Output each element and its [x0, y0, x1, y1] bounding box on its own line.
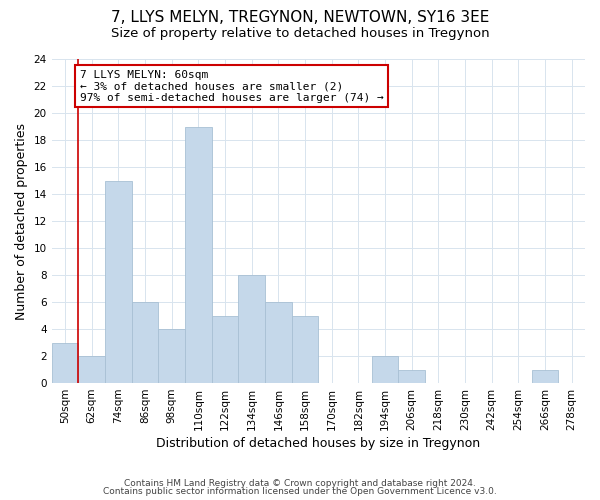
Bar: [292, 316, 319, 383]
Bar: [105, 180, 131, 383]
Text: Contains HM Land Registry data © Crown copyright and database right 2024.: Contains HM Land Registry data © Crown c…: [124, 478, 476, 488]
Bar: [79, 356, 105, 383]
Text: 7 LLYS MELYN: 60sqm
← 3% of detached houses are smaller (2)
97% of semi-detached: 7 LLYS MELYN: 60sqm ← 3% of detached hou…: [80, 70, 383, 103]
Bar: [371, 356, 398, 383]
Bar: [265, 302, 292, 383]
Bar: [131, 302, 158, 383]
Text: 7, LLYS MELYN, TREGYNON, NEWTOWN, SY16 3EE: 7, LLYS MELYN, TREGYNON, NEWTOWN, SY16 3…: [111, 10, 489, 25]
Bar: [158, 329, 185, 383]
Text: Size of property relative to detached houses in Tregynon: Size of property relative to detached ho…: [110, 28, 490, 40]
X-axis label: Distribution of detached houses by size in Tregynon: Distribution of detached houses by size …: [156, 437, 481, 450]
Y-axis label: Number of detached properties: Number of detached properties: [15, 122, 28, 320]
Bar: [52, 342, 79, 383]
Bar: [185, 126, 212, 383]
Bar: [212, 316, 238, 383]
Bar: [532, 370, 559, 383]
Text: Contains public sector information licensed under the Open Government Licence v3: Contains public sector information licen…: [103, 488, 497, 496]
Bar: [238, 275, 265, 383]
Bar: [398, 370, 425, 383]
